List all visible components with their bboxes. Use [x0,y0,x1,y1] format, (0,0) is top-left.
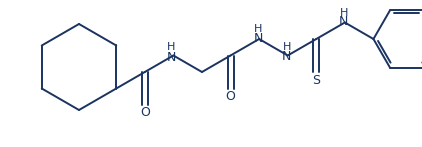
Text: S: S [312,74,320,86]
Text: N: N [254,31,263,45]
Text: N: N [339,15,349,28]
Text: N: N [167,51,176,64]
Text: H: H [340,7,348,17]
Text: H: H [167,42,176,52]
Text: N: N [282,50,292,63]
Text: H: H [282,42,291,52]
Text: H: H [254,24,262,34]
Text: O: O [226,90,235,103]
Text: O: O [140,106,150,120]
